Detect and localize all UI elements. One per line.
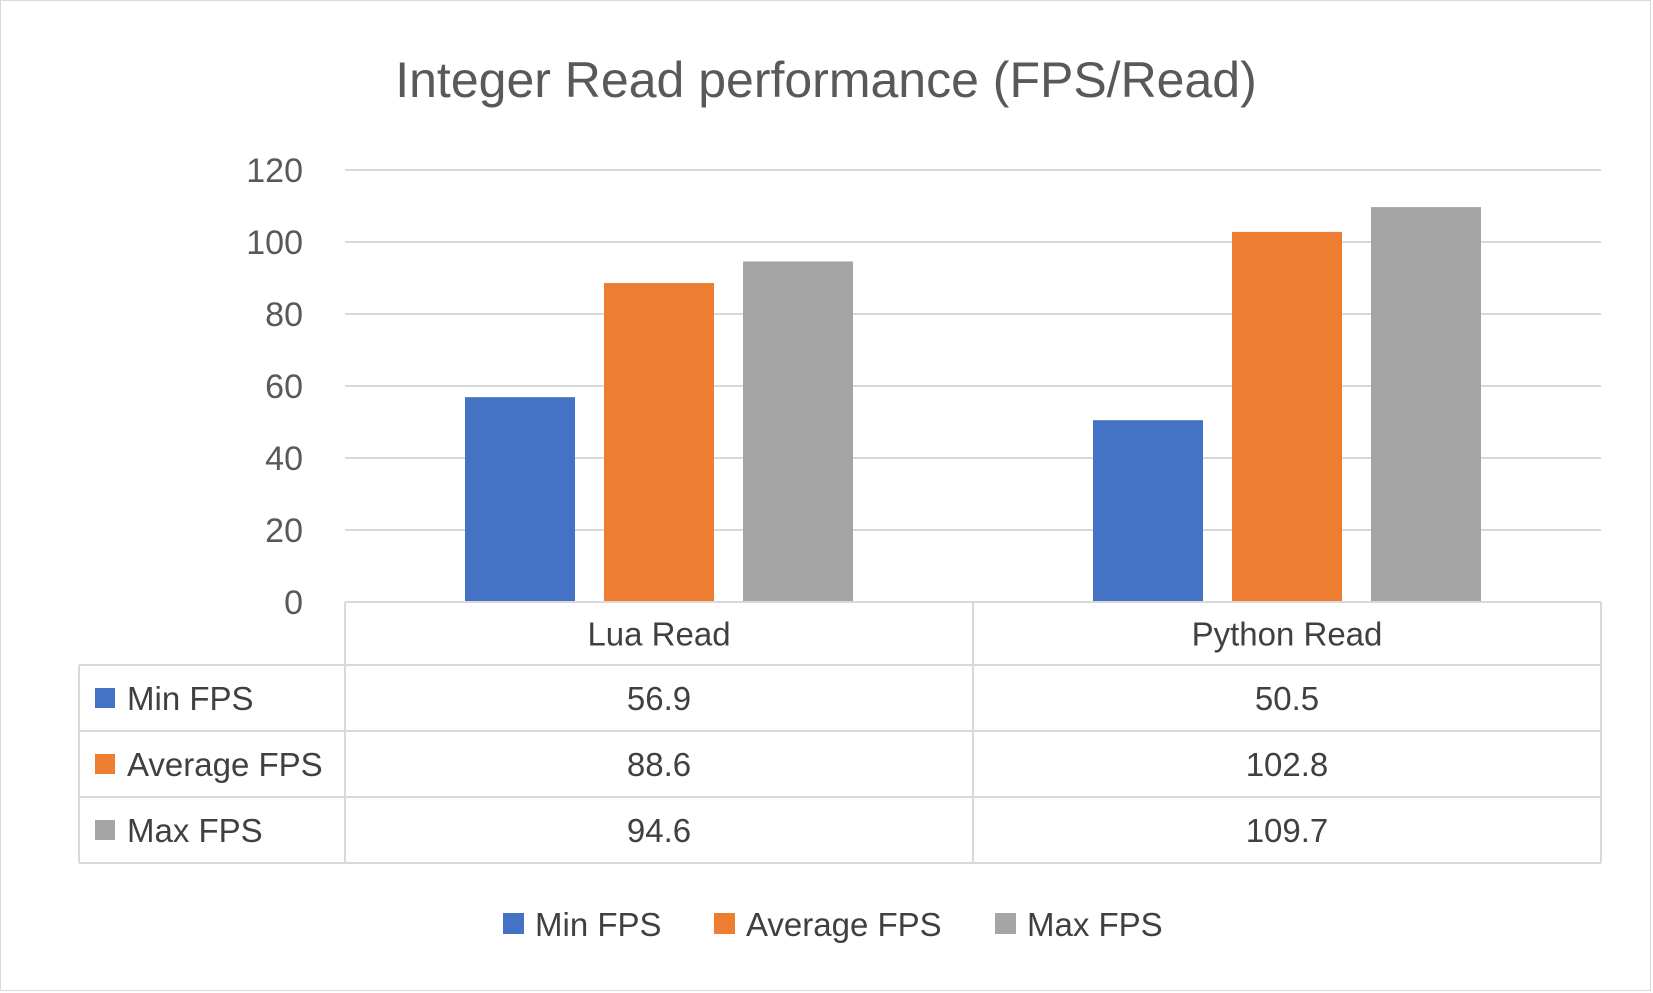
bar [465, 397, 575, 602]
bar [604, 283, 714, 602]
table-legend-key [95, 688, 115, 708]
table-cell-value: 50.5 [1255, 680, 1319, 717]
table-legend-key [95, 754, 115, 774]
table-row-label: Min FPS [127, 680, 254, 717]
legend: Min FPS Average FPS Max FPS [503, 906, 1163, 943]
y-tick-label: 80 [265, 296, 303, 334]
table-cell-value: 102.8 [1246, 746, 1329, 783]
table-legend-key [95, 820, 115, 840]
table-row-label: Max FPS [127, 812, 263, 849]
y-tick-label: 0 [284, 584, 303, 622]
legend-swatch [714, 913, 735, 934]
x-category-label: Python Read [1192, 616, 1383, 653]
legend-label: Max FPS [1027, 906, 1163, 943]
table-row-label: Average FPS [127, 746, 323, 783]
y-tick-label: 60 [265, 368, 303, 406]
legend-label: Average FPS [746, 906, 942, 943]
y-tick-label: 20 [265, 512, 303, 550]
bars [465, 207, 1481, 603]
data-table: Lua Read Python Read Min FPS 56.9 50.5 Averag… [78, 601, 1602, 864]
y-tick-label: 120 [246, 152, 303, 190]
legend-swatch [503, 913, 524, 934]
table-cell-value: 88.6 [627, 746, 691, 783]
bar [1093, 420, 1203, 602]
bar [1232, 231, 1342, 603]
bar [1371, 207, 1481, 602]
y-tick-label: 100 [246, 224, 303, 262]
table-cell-value: 56.9 [627, 680, 691, 717]
x-category-label: Lua Read [587, 616, 730, 653]
table-cell-value: 109.7 [1246, 812, 1329, 849]
legend-label: Min FPS [535, 906, 662, 943]
legend-swatch [995, 913, 1016, 934]
table-cell-value: 94.6 [627, 812, 691, 849]
chart-title: Integer Read performance (FPS/Read) [395, 52, 1257, 108]
y-tick-label: 40 [265, 440, 303, 478]
bar [743, 261, 853, 602]
y-axis-ticks: 0 20 40 60 80 100 120 [246, 152, 303, 622]
